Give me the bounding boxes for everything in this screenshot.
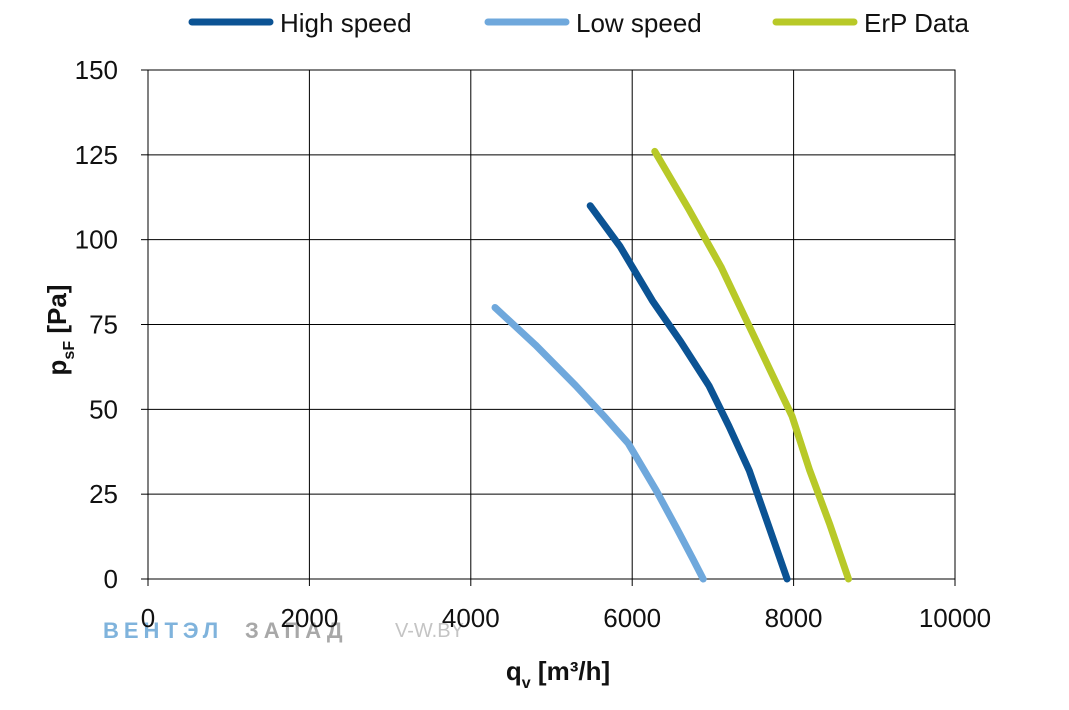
y-tick-label: 50	[89, 394, 118, 424]
y-tick-label: 25	[89, 479, 118, 509]
series-line-low-speed	[491, 304, 707, 583]
y-tick-label: 125	[75, 140, 118, 170]
grid-lines	[141, 69, 956, 586]
series-line-erp-data	[651, 147, 852, 583]
watermark-brand-part1: ВЕНТЭЛ	[103, 618, 223, 643]
y-axis-title: psF [Pa]	[42, 285, 78, 376]
x-tick-label: 0	[141, 603, 155, 633]
x-tick-label: 2000	[280, 603, 338, 633]
x-tick-label: 10000	[919, 603, 991, 633]
series-line-high-speed	[586, 202, 791, 583]
y-tick-label: 75	[89, 310, 118, 340]
y-tick-label: 0	[104, 564, 118, 594]
watermark-brand-part2: ЗАПАД	[245, 618, 348, 643]
x-tick-label: 4000	[442, 603, 500, 633]
x-tick-label: 6000	[603, 603, 661, 633]
y-tick-label: 150	[75, 55, 118, 85]
y-tick-label: 100	[75, 225, 118, 255]
legend-label-low-speed: Low speed	[576, 8, 702, 38]
legend-label-high-speed: High speed	[280, 8, 412, 38]
axis-titles: qv [m³/h] psF [Pa]	[42, 285, 610, 692]
data-series	[491, 147, 852, 583]
tick-labels: 0 25 50 75 100 125 150 0 2000 4000 6000 8000 10000	[75, 55, 992, 633]
watermark: ВЕНТЭЛ ЗАПАД V-W.BY	[103, 618, 464, 643]
watermark-url: V-W.BY	[395, 620, 464, 642]
legend: High speed Low speed ErP Data	[188, 8, 970, 38]
legend-label-erp-data: ErP Data	[864, 8, 970, 38]
x-axis-title: qv [m³/h]	[506, 656, 610, 692]
x-tick-label: 8000	[765, 603, 823, 633]
